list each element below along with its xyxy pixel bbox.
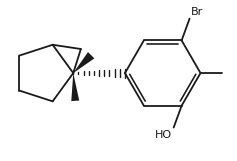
Text: HO: HO (155, 130, 172, 141)
Polygon shape (73, 52, 94, 73)
Polygon shape (71, 73, 79, 101)
Text: Br: Br (191, 7, 203, 17)
